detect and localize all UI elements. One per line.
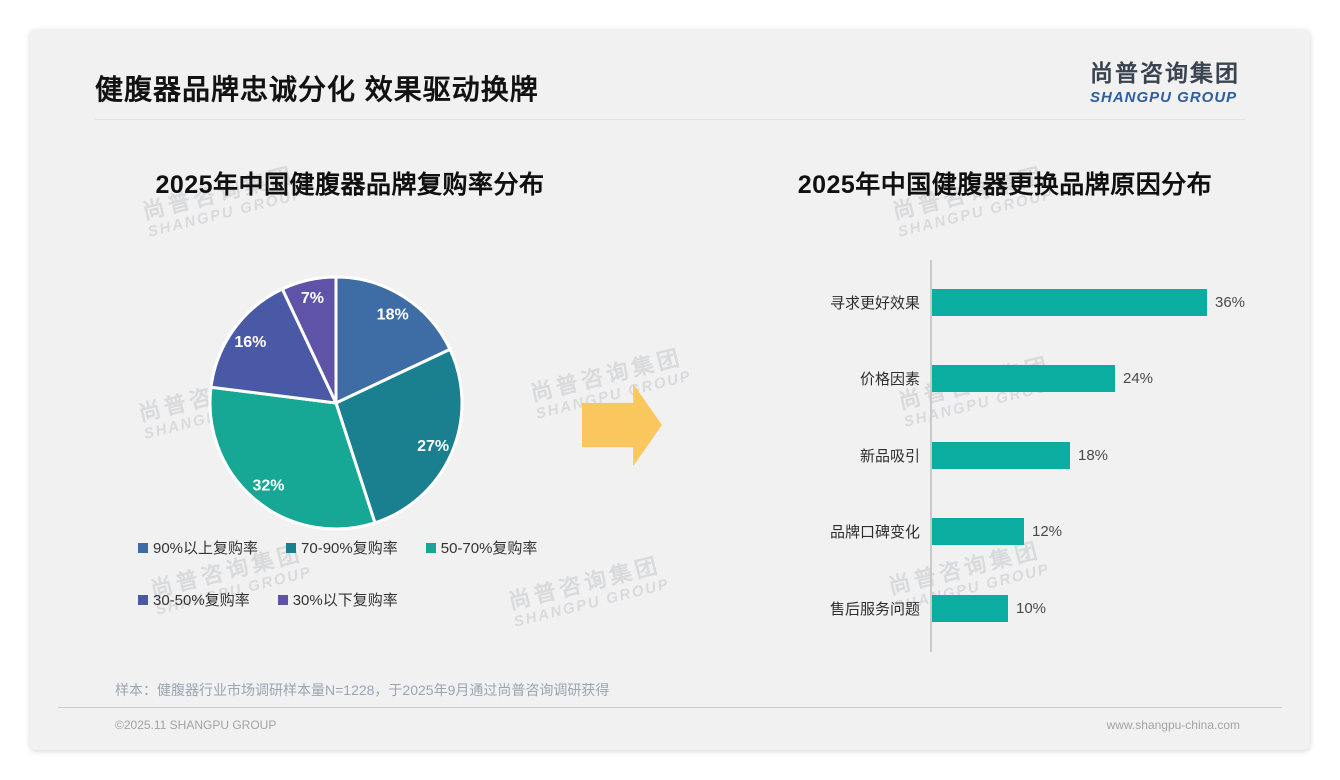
legend-marker	[138, 594, 148, 605]
bar	[932, 441, 1070, 469]
footer-divider	[58, 707, 1282, 708]
bar-row: 售后服务问题 10%	[790, 570, 1290, 646]
bar-value-label: 24%	[1123, 370, 1154, 387]
legend-item: 70-90%复购率	[286, 537, 398, 558]
legend-item: 30%以下复购率	[277, 589, 398, 610]
bar-category-label: 品牌口碑变化	[829, 524, 920, 541]
bar-category-label: 价格因素	[859, 371, 920, 388]
bar-category-label: 寻求更好效果	[829, 294, 920, 312]
bar-row: 寻求更好效果 36%	[790, 264, 1290, 340]
legend-marker	[425, 542, 436, 553]
bar-value-label: 10%	[1016, 599, 1047, 617]
copyright-text: ©2025.11 SHANGPU GROUP	[115, 718, 277, 732]
page-title: 健腹器品牌忠诚分化 效果驱动换牌	[95, 74, 539, 105]
legend-label: 50-70%复购率	[440, 540, 538, 557]
legend-row: 90%以上复购率 70-90%复购率 50-70%复购率	[138, 537, 618, 558]
legend-item: 30-50%复购率	[138, 589, 250, 610]
website-link[interactable]: www.shangpu-china.com	[1106, 718, 1240, 732]
bar	[932, 518, 1024, 545]
legend-marker	[138, 542, 148, 553]
bar	[932, 288, 1207, 316]
pie-slice	[334, 275, 452, 405]
legend-row: 30-50%复购率 30%以下复购率	[138, 589, 618, 610]
legend-item: 90%以上复购率	[138, 537, 258, 558]
logo: 尚普咨询集团 SHANGPU GROUP	[1090, 54, 1240, 106]
pie-slice-label: 7%	[301, 290, 324, 307]
pie-legend: 90%以上复购率 70-90%复购率 50-70%复购率 30-50%复购率 30%以下…	[138, 537, 618, 641]
arrow-right-icon	[582, 384, 662, 466]
logo-text-en: SHANGPU GROUP	[1090, 89, 1238, 106]
bar-axis-line	[930, 260, 932, 652]
bar-value-label: 12%	[1032, 523, 1063, 540]
legend-item: 50-70%复购率	[425, 537, 538, 558]
pie-slice	[208, 385, 377, 531]
title-divider	[95, 119, 1245, 120]
pie-slice	[280, 275, 338, 405]
pie-slice	[334, 347, 464, 525]
pie-slice-label: 16%	[234, 334, 266, 351]
bar-row: 新品吸引 18%	[790, 417, 1290, 493]
legend-label: 90%以上复购率	[153, 540, 259, 557]
legend-marker	[286, 542, 297, 553]
legend-label: 30-50%复购率	[153, 592, 250, 609]
sample-note: 样本：健腹器行业市场调研样本量N=1228，于2025年9月通过尚普咨询调研获得	[115, 682, 610, 698]
pie-slice-label: 27%	[417, 438, 449, 455]
logo-text-cn: 尚普咨询集团	[1090, 60, 1240, 86]
bar-category-label: 售后服务问题	[829, 600, 920, 618]
bar-chart: 寻求更好效果 36% 价格因素 24% 新品吸引 18% 品牌口碑变化 12% 售后服务问题 10…	[790, 260, 1290, 652]
legend-label: 30%以下复购率	[292, 592, 398, 609]
legend-label: 70-90%复购率	[301, 540, 398, 557]
bar-row: 价格因素 24%	[790, 341, 1290, 417]
bar-chart-title: 2025年中国健腹器更换品牌原因分布	[797, 171, 1213, 199]
pie-slice	[209, 287, 338, 405]
bar-value-label: 36%	[1215, 293, 1246, 311]
pie-slice-label: 18%	[377, 307, 409, 324]
bar-row: 品牌口碑变化 12%	[790, 494, 1290, 570]
pie-slice-label: 32%	[252, 478, 284, 495]
bar-category-label: 新品吸引	[859, 447, 920, 465]
legend-marker	[277, 594, 288, 605]
bar	[932, 365, 1115, 392]
bar-value-label: 18%	[1078, 446, 1109, 464]
pie-chart-title: 2025年中国健腹器品牌复购率分布	[155, 171, 545, 199]
pie-chart: 18% 27% 32% 16% 7%	[208, 275, 464, 531]
bar	[932, 594, 1008, 622]
